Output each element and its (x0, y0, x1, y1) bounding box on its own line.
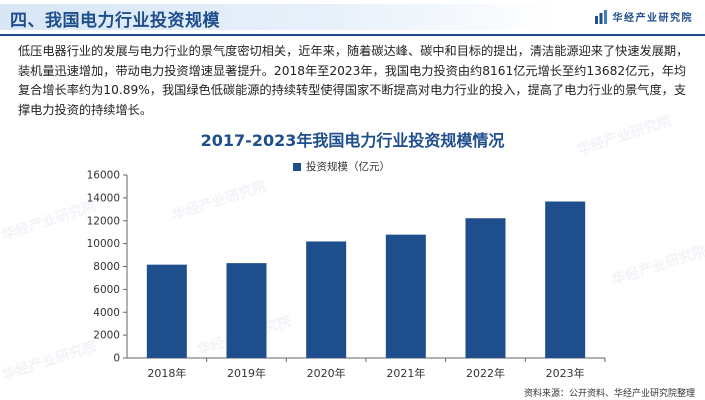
y-tick-label: 8000 (93, 261, 120, 273)
x-tick-label: 2020年 (307, 366, 346, 380)
y-tick-label: 4000 (93, 307, 120, 319)
bar (226, 263, 267, 358)
y-tick-label: 0 (113, 353, 120, 365)
legend-swatch (293, 162, 301, 171)
bar (306, 241, 347, 358)
bar (146, 264, 187, 358)
y-tick-label: 14000 (87, 192, 120, 204)
y-tick-label: 16000 (87, 170, 120, 182)
x-tick-label: 2023年 (546, 366, 585, 380)
x-tick-label: 2021年 (386, 366, 425, 380)
x-tick-label: 2018年 (147, 366, 186, 380)
source-note: 资料来源：公开资料、华经产业研究院整理 (523, 389, 695, 399)
y-tick-label: 10000 (87, 238, 120, 250)
y-tick-label: 12000 (87, 215, 120, 227)
y-tick-label: 6000 (93, 284, 120, 296)
bar-logo-icon (594, 9, 607, 24)
legend-label: 投资规模（亿元） (306, 161, 390, 173)
chart-legend: 投资规模（亿元） (293, 159, 390, 174)
brand-name: 华经产业研究院 (612, 13, 693, 24)
x-tick-label: 2019年 (227, 366, 266, 380)
brand: 华经产业研究院 (594, 9, 694, 24)
bar (465, 218, 506, 358)
chart-title: 2017-2023年我国电力行业投资规模情况 (200, 131, 505, 150)
bar (385, 234, 426, 358)
header-divider (0, 34, 705, 36)
header-band (0, 4, 560, 30)
x-tick-label: 2022年 (466, 366, 505, 380)
intro-paragraph: 低压电器行业的发展与电力行业的景气度密切相关，近年来，随着碳达峰、碳中和目标的提… (18, 44, 689, 117)
section-title: 四、我国电力行业投资规模 (10, 11, 220, 31)
bar (545, 201, 586, 358)
y-tick-label: 2000 (93, 330, 120, 342)
page-header: 四、我国电力行业投资规模 华经产业研究院 (0, 0, 705, 36)
